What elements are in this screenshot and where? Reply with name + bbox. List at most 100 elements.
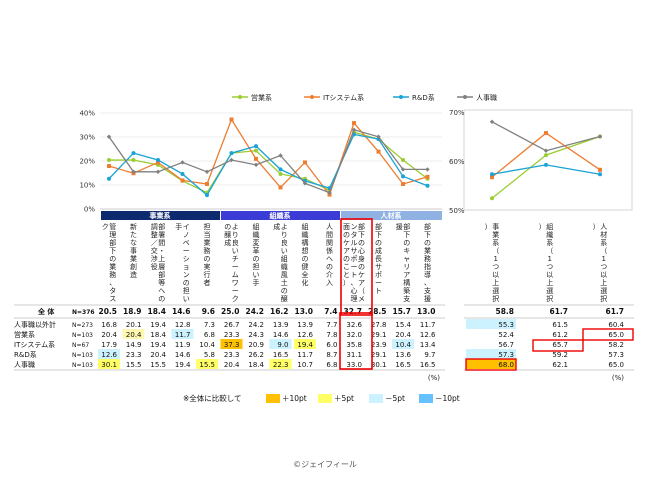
legend-marker: [399, 95, 403, 99]
table-cell: 14.6: [172, 307, 191, 316]
table-cell: 24.2: [245, 307, 264, 316]
table-cell: 27.8: [371, 321, 387, 329]
svg-text:風: 風: [281, 271, 288, 279]
unit-label: (%): [428, 374, 440, 382]
svg-text:健: 健: [302, 262, 309, 271]
group-label-jigyo: 事業系: [150, 211, 171, 220]
table-cell: 15.5: [199, 361, 215, 369]
table-cell: 12.6: [420, 331, 436, 339]
table-cell: 20.5: [98, 307, 117, 316]
table-cell: 14.6: [175, 351, 191, 359]
svg-text:組: 組: [302, 222, 309, 231]
table-cell: 13.0: [417, 307, 436, 316]
table-cell: 65.0: [608, 331, 624, 339]
svg-text:の: の: [343, 231, 350, 239]
svg-text:下: 下: [403, 231, 410, 239]
table-row: 営業系 N=103 20.4 20.4 18.4 11.7 6.8 23.3 24.3 14.6 1…: [14, 329, 624, 339]
svg-text:系: 系: [600, 238, 607, 247]
highlight-it-soshiki: [532, 339, 584, 352]
svg-text:材: 材: [600, 230, 607, 239]
svg-text:変: 変: [253, 238, 260, 247]
svg-text:チ: チ: [232, 255, 239, 263]
svg-text:い: い: [281, 247, 288, 255]
table-cell: 30.1: [371, 361, 387, 369]
table-cell: 23.3: [224, 351, 240, 359]
svg-text:ワ: ワ: [232, 279, 239, 287]
table-cell: 58.2: [608, 341, 624, 349]
table-cell: 10.4: [395, 341, 411, 349]
table-cell: 15.7: [392, 307, 411, 316]
table-cell: 31.1: [346, 351, 362, 359]
data-point: [401, 158, 405, 163]
svg-text:交: 交: [151, 246, 158, 255]
table-cell: 28.5: [368, 307, 387, 316]
svg-text:成: 成: [273, 222, 280, 231]
svg-text:ー: ー: [351, 263, 358, 271]
table-cell: 68.0: [498, 361, 514, 369]
svg-text:業: 業: [109, 262, 116, 271]
svg-text:択: 択: [546, 294, 553, 303]
table-cell: 6.0: [326, 341, 337, 349]
svg-text:た: た: [130, 231, 137, 239]
svg-text:の: の: [375, 239, 382, 247]
table-cell: 10.7: [297, 361, 313, 369]
highlight-table-mental: [339, 312, 373, 370]
cell-highlight: [220, 339, 243, 349]
svg-text:手: 手: [253, 278, 260, 287]
svg-text:全: 全: [302, 270, 309, 279]
svg-text:部: 部: [375, 222, 382, 231]
data-point: [278, 171, 283, 176]
table-cell: 18.9: [123, 307, 142, 316]
svg-text:上: 上: [546, 278, 553, 287]
data-point: [327, 190, 332, 195]
svg-text:こ: こ: [343, 263, 350, 271]
group-label-soshiki: 組織系: [270, 211, 291, 220]
svg-text:（: （: [546, 247, 553, 255]
data-point: [425, 183, 430, 188]
table-cell: 32.6: [346, 321, 362, 329]
svg-text:メ: メ: [358, 295, 365, 303]
svg-text:部: 部: [158, 222, 165, 231]
svg-text:イ: イ: [183, 223, 190, 231]
svg-text:想: 想: [302, 246, 309, 255]
svg-text:管: 管: [109, 222, 116, 231]
table-cell: 20.4: [101, 331, 117, 339]
svg-text:選: 選: [600, 286, 607, 295]
highlight-sales-jinzai: [582, 328, 634, 341]
table-cell: 19.4: [150, 341, 166, 349]
svg-text:ト: ト: [351, 271, 358, 279]
data-point: [302, 181, 308, 186]
data-point: [204, 169, 210, 174]
svg-text:層: 層: [158, 263, 165, 271]
row-label: 人事職以外計: [14, 320, 56, 329]
svg-text:組: 組: [546, 222, 553, 231]
svg-text:面: 面: [343, 223, 350, 231]
svg-text:タ: タ: [351, 230, 358, 239]
svg-text:部: 部: [424, 222, 431, 231]
svg-text:サ: サ: [375, 263, 382, 271]
data-point: [205, 182, 209, 187]
table-row: ITシステム系 N=67 17.9 14.9 19.4 11.9 10.4 37.3 20.9 9…: [14, 339, 624, 349]
table-cell: 20.4: [224, 361, 240, 369]
table-cell: 14.9: [126, 341, 142, 349]
y-tick-label: 30%: [79, 134, 95, 142]
svg-text:シ: シ: [183, 255, 190, 263]
svg-text:つ: つ: [546, 263, 553, 271]
svg-text:織: 織: [546, 230, 553, 239]
data-point: [278, 153, 283, 158]
svg-text:ア: ア: [403, 271, 410, 279]
svg-text:署: 署: [158, 231, 165, 239]
svg-text:い: い: [183, 295, 190, 303]
data-point: [401, 174, 405, 179]
svg-text:ン: ン: [183, 271, 190, 279]
data-table: 全 体 N=376 20.5 18.9 18.4 14.6 9.6 25.0 24.2 16.2 1…: [14, 304, 634, 382]
y-tick-label: 70%: [449, 109, 465, 117]
svg-text:係: 係: [326, 246, 333, 255]
table-cell: 16.5: [395, 361, 411, 369]
row-label: 人事職: [14, 360, 35, 369]
data-point: [106, 134, 112, 139]
row-n: N=376: [72, 309, 95, 316]
table-cell: 5.8: [204, 351, 215, 359]
